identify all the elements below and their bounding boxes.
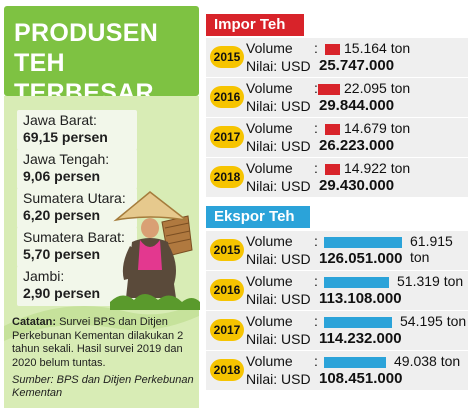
ekspor-header: Ekspor Teh xyxy=(206,206,310,244)
year-badge: 2015 xyxy=(210,46,244,68)
year-badge: 2017 xyxy=(210,126,244,148)
title-banner: PRODUSEN TEH TERBESAR 2018 xyxy=(4,6,199,137)
volume-value: 15.164 ton xyxy=(344,40,411,56)
volume-value: 54.195 ton xyxy=(400,313,467,329)
colon: : xyxy=(314,80,318,96)
nilai-label: Nilai: USD xyxy=(246,331,311,347)
nilai-value: 113.108.000 xyxy=(319,290,402,307)
volume-value: 51.319 ton xyxy=(397,273,464,289)
impor-row: 2016 Volume: 22.095 ton Nilai: USD 29.844.00… xyxy=(206,78,468,118)
hill-illustration xyxy=(4,301,199,341)
volume-value: 49.038 ton xyxy=(394,353,461,369)
volume-label: Volume xyxy=(246,160,293,176)
impor-header: Impor Teh xyxy=(206,14,304,52)
producer-name: Jawa Tengah: xyxy=(23,151,110,167)
impor-title: Impor Teh xyxy=(214,16,286,33)
producer-percent: 5,70 persen xyxy=(23,246,101,262)
nilai-label: Nilai: USD xyxy=(246,178,311,194)
year-badge: 2017 xyxy=(210,319,244,341)
tea-farmer-illustration xyxy=(110,191,200,310)
producer-name: Sumatera Barat: xyxy=(23,229,125,245)
note-text: Catatan: Survei BPS dan Ditjen Perkebuna… xyxy=(12,316,196,370)
volume-label: Volume xyxy=(246,120,293,136)
nilai-label: Nilai: USD xyxy=(246,291,311,307)
volume-label: Volume xyxy=(246,273,293,289)
nilai-value: 29.430.000 xyxy=(319,177,395,194)
impor-row: 2015 Volume: 15.164 ton Nilai: USD 25.747.00… xyxy=(206,38,468,78)
volume-bar xyxy=(325,44,340,55)
volume-label: Volume xyxy=(246,40,293,56)
colon: : xyxy=(314,273,318,289)
colon: : xyxy=(314,160,318,176)
ekspor-row: 2016 Volume: 51.319 ton Nilai: USD 113.108.0… xyxy=(206,271,468,311)
volume-value: 22.095 ton xyxy=(344,80,411,96)
nilai-value: 108.451.000 xyxy=(319,370,403,387)
note-label: Catatan: xyxy=(12,316,57,328)
volume-label: Volume xyxy=(246,353,293,369)
colon: : xyxy=(314,313,318,329)
year-badge: 2016 xyxy=(210,279,244,301)
producer-item: Jawa Barat: 69,15 persen xyxy=(17,110,137,150)
ekspor-row: 2017 Volume: 54.195 ton Nilai: USD 114.232.0… xyxy=(206,311,468,351)
impor-row: 2018 Volume: 14.922 ton Nilai: USD 29.430.00… xyxy=(206,158,468,198)
volume-bar xyxy=(324,317,392,328)
volume-label: Volume xyxy=(246,80,293,96)
volume-bar xyxy=(325,124,340,135)
ekspor-title: Ekspor Teh xyxy=(214,208,295,225)
nilai-value: 29.844.000 xyxy=(319,97,395,114)
nilai-label: Nilai: USD xyxy=(246,138,311,154)
producer-percent: 69,15 persen xyxy=(23,129,108,145)
nilai-value: 126.051.000 xyxy=(319,250,403,267)
producer-item: Sumatera Barat: 5,70 persen xyxy=(17,227,137,267)
producer-percent: 6,20 persen xyxy=(23,207,101,223)
impor-row: 2017 Volume: 14.679 ton Nilai: USD 26.223.00… xyxy=(206,118,468,158)
nilai-label: Nilai: USD xyxy=(246,371,311,387)
note-body: Survei BPS dan Ditjen Perkebunan Kementa… xyxy=(12,316,184,369)
nilai-label: Nilai: USD xyxy=(246,98,311,114)
volume-bar xyxy=(318,84,340,95)
year-badge: 2016 xyxy=(210,86,244,108)
volume-bar xyxy=(324,357,386,368)
producer-name: Sumatera Utara: xyxy=(23,190,126,206)
producer-name: Jawa Barat: xyxy=(23,112,97,128)
volume-value: 61.915 ton xyxy=(410,233,453,265)
nilai-value: 26.223.000 xyxy=(319,137,395,154)
producers-panel: PRODUSEN TEH TERBESAR 2018 Jawa Barat: 6… xyxy=(0,0,200,412)
volume-value: 14.679 ton xyxy=(344,120,411,136)
nilai-label: Nilai: USD xyxy=(246,251,311,267)
source-text: Sumber: BPS dan Ditjen Perkebunan Kement… xyxy=(12,374,194,399)
ekspor-row: 2018 Volume: 49.038 ton Nilai: USD 108.451.0… xyxy=(206,351,468,391)
volume-bar xyxy=(325,164,340,175)
colon: : xyxy=(314,120,318,136)
volume-value: 14.922 ton xyxy=(344,160,411,176)
nilai-label: Nilai: USD xyxy=(246,58,311,74)
producer-item: Jawa Tengah: 9,06 persen xyxy=(17,149,137,189)
producer-item: Sumatera Utara: 6,20 persen xyxy=(17,188,137,228)
volume-bar xyxy=(324,277,389,288)
colon: : xyxy=(314,233,318,249)
producer-percent: 9,06 persen xyxy=(23,168,101,184)
volume-label: Volume xyxy=(246,233,293,249)
nilai-value: 114.232.000 xyxy=(319,330,402,347)
year-badge: 2018 xyxy=(210,359,244,381)
ekspor-row: 2015 Volume: 61.915 ton Nilai: USD 126.051.0… xyxy=(206,231,468,271)
colon: : xyxy=(314,40,318,56)
producer-name: Jambi: xyxy=(23,268,65,284)
year-badge: 2015 xyxy=(210,239,244,261)
year-badge: 2018 xyxy=(210,166,244,188)
colon: : xyxy=(314,353,318,369)
nilai-value: 25.747.000 xyxy=(319,57,395,74)
volume-label: Volume xyxy=(246,313,293,329)
volume-bar xyxy=(324,237,402,248)
producer-percent: 2,90 persen xyxy=(23,285,101,301)
